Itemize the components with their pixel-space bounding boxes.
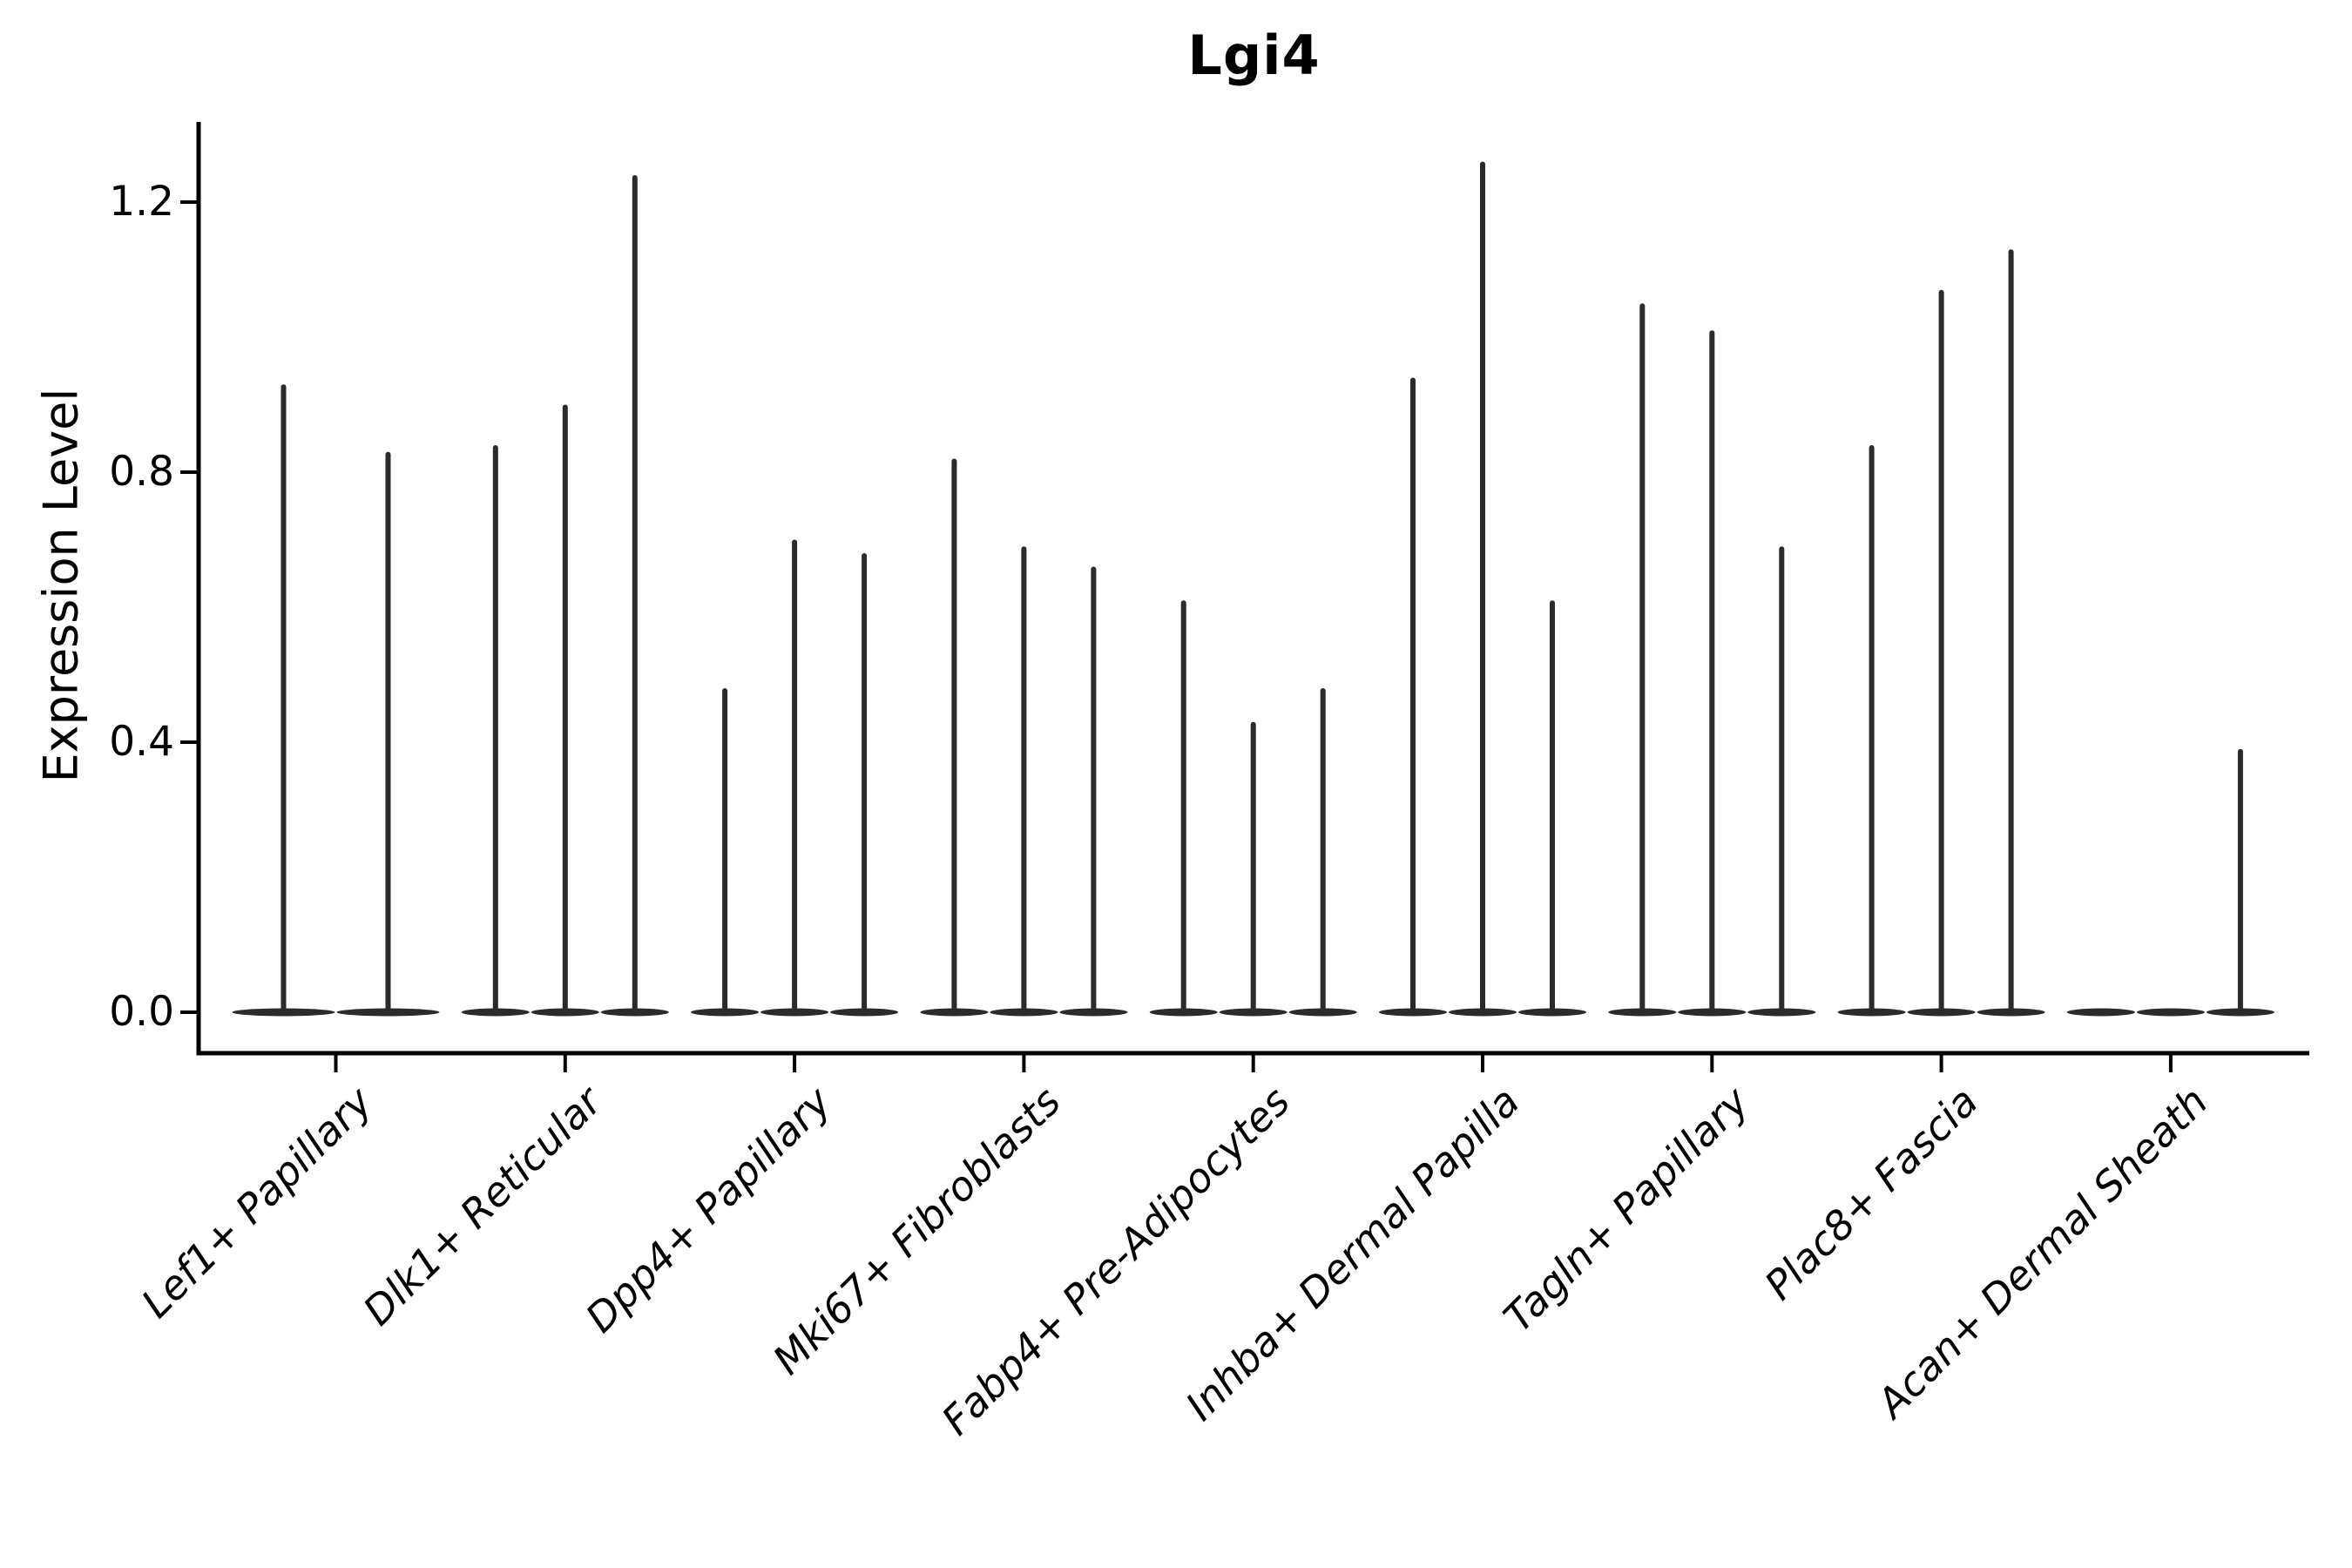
chart-title: Lgi4 <box>1187 24 1321 87</box>
y-tick-label: 0.0 <box>109 988 174 1036</box>
y-tick-label: 1.2 <box>109 178 174 226</box>
y-tick-label: 0.8 <box>109 448 174 496</box>
y-tick-label: 0.4 <box>109 718 174 766</box>
violin-base <box>2066 1008 2135 1017</box>
violin-base <box>2136 1008 2205 1017</box>
